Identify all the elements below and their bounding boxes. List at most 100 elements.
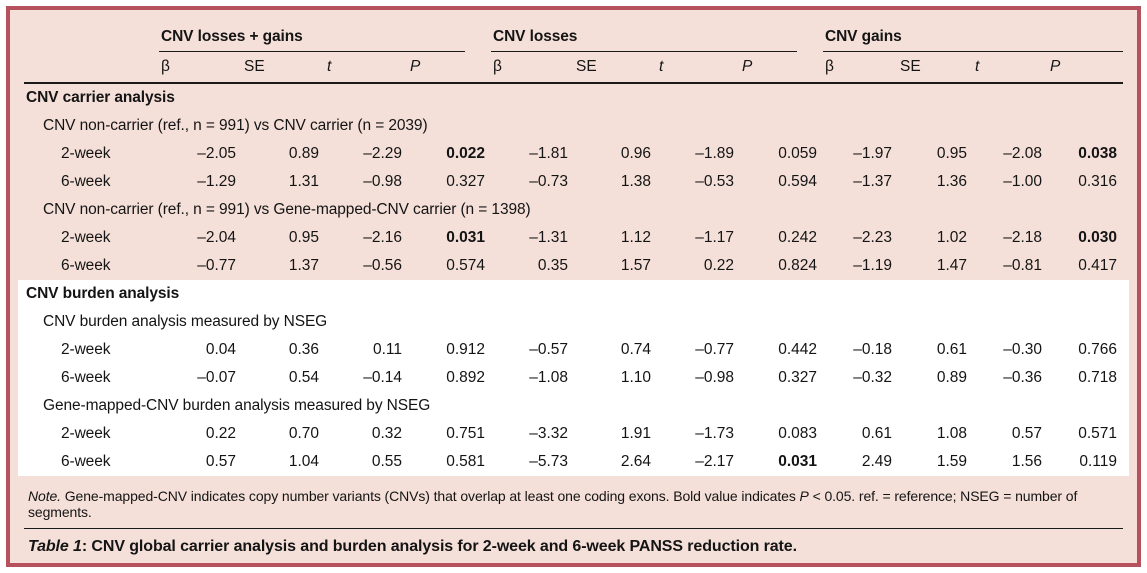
value-cell: 1.31 [288,173,319,190]
value-cell: –1.73 [695,425,734,442]
subsection-header: CNV non-carrier (ref., n = 991) vs CNV c… [43,117,428,134]
value-cell: –0.98 [363,173,402,190]
value-cell: 0.61 [861,425,892,442]
cnv-carrier-analysis-zone: CNV carrier analysis CNV non-carrier (ref… [10,84,1137,280]
value-cell: 0.442 [778,341,817,358]
value-cell: 1.38 [620,173,651,190]
value-cell: 0.892 [446,369,485,386]
row-label: 6-week [61,173,111,190]
col-se: SE [244,58,265,75]
caption-separator: : [81,538,92,555]
value-cell: –0.81 [1003,257,1042,274]
value-cell: –0.53 [695,173,734,190]
value-cell: –2.18 [1003,229,1042,246]
value-cell: 0.22 [205,425,236,442]
table-row: 6-week 0.57 1.04 0.55 0.581 –5.73 2.64 –2.17 0.0… [24,448,1123,476]
value-cell: 1.59 [936,453,967,470]
table-row: 2-week 0.04 0.36 0.11 0.912 –0.57 0.74 –0.77 0.4… [24,336,1123,364]
row-label: 6-week [61,369,111,386]
table-body: CNV carrier analysis CNV non-carrier (ref… [10,84,1137,476]
caption-label: Table 1 [28,538,82,555]
col-beta: β [493,58,502,75]
value-cell: 0.571 [1078,425,1117,442]
value-cell: –0.57 [529,341,568,358]
value-cell: 0.11 [372,341,402,358]
value-cell: 0.581 [446,453,485,470]
table-row: 2-week –2.04 0.95 –2.16 0.031 –1.31 1.12 –1.17 0… [24,224,1123,252]
column-group-row: CNV losses + gains CNV losses CNV gains [24,10,1123,52]
col-se: SE [900,58,921,75]
value-cell: 0.059 [778,145,817,162]
row-label: 6-week [61,257,111,274]
value-cell: 1.37 [288,257,319,274]
value-cell: 0.031 [778,453,817,470]
value-cell: –2.17 [695,453,734,470]
col-p: P [1050,58,1061,75]
value-cell: 0.57 [1011,425,1042,442]
table-row: CNV burden analysis measured by NSEG [24,308,1123,336]
value-cell: 0.96 [620,145,651,162]
value-cell: 1.91 [620,425,651,442]
value-cell: –0.18 [853,341,892,358]
value-cell: 1.04 [288,453,319,470]
value-cell: –3.32 [529,425,568,442]
value-cell: 1.56 [1011,453,1042,470]
col-t: t [659,58,664,75]
value-cell: –1.89 [695,145,734,162]
value-cell: 0.766 [1078,341,1117,358]
value-cell: 0.61 [936,341,967,358]
col-p: P [742,58,753,75]
value-cell: 0.54 [288,369,319,386]
cnv-burden-analysis-zone: CNV burden analysis CNV burden analysis m… [18,280,1129,476]
value-cell: 1.12 [620,229,651,246]
value-cell: 0.718 [1078,369,1117,386]
note-body-1: Gene-mapped-CNV indicates copy number va… [60,488,800,504]
subsection-header: CNV non-carrier (ref., n = 991) vs Gene-… [43,201,531,218]
value-cell: 0.022 [446,145,485,162]
table-row: CNV non-carrier (ref., n = 991) vs CNV c… [24,112,1123,140]
value-cell: 0.119 [1079,453,1117,470]
value-cell: 0.327 [446,173,485,190]
value-cell: 0.038 [1078,145,1117,162]
subheader-row: β SE t P β SE t P β SE t P [24,52,1123,82]
subsection-header: Gene-mapped-CNV burden analysis measured… [43,397,431,414]
table-row: 6-week –1.29 1.31 –0.98 0.327 –0.73 1.38 –0.53 0… [24,168,1123,196]
value-cell: –1.81 [529,145,568,162]
col-group-gains: CNV gains [823,26,1123,52]
value-cell: 0.95 [288,229,319,246]
value-cell: –2.16 [363,229,402,246]
col-t: t [327,58,332,75]
value-cell: –1.29 [197,173,236,190]
value-cell: –2.05 [197,145,236,162]
table-row: 6-week –0.07 0.54 –0.14 0.892 –1.08 1.10 –0.98 0… [24,364,1123,392]
value-cell: –2.29 [363,145,402,162]
value-cell: 0.57 [205,453,236,470]
value-cell: –2.08 [1003,145,1042,162]
value-cell: –0.73 [529,173,568,190]
value-cell: –0.77 [197,257,236,274]
table-footer: Note. Gene-mapped-CNV indicates copy num… [10,476,1137,556]
value-cell: –0.98 [695,369,734,386]
value-cell: 0.70 [288,425,319,442]
header-divider [24,82,1123,84]
value-cell: 1.57 [620,257,651,274]
value-cell: 0.824 [778,257,817,274]
value-cell: 0.242 [778,229,817,246]
value-cell: 0.751 [446,425,485,442]
table-caption: Table 1: CNV global carrier analysis and… [10,529,1137,556]
value-cell: –1.00 [1003,173,1042,190]
value-cell: 0.594 [778,173,817,190]
table-row: Gene-mapped-CNV burden analysis measured… [24,392,1123,420]
value-cell: 0.083 [778,425,817,442]
table-row: CNV non-carrier (ref., n = 991) vs Gene-… [24,196,1123,224]
table-header: CNV losses + gains CNV losses CNV gains … [10,10,1137,82]
table-note: Note. Gene-mapped-CNV indicates copy num… [10,488,1137,520]
value-cell: 0.35 [537,257,568,274]
value-cell: 0.031 [446,229,485,246]
row-label: 2-week [61,145,111,162]
value-cell: –0.14 [363,369,402,386]
note-lead: Note. [28,488,61,504]
value-cell: –0.36 [1003,369,1042,386]
value-cell: –0.56 [363,257,402,274]
